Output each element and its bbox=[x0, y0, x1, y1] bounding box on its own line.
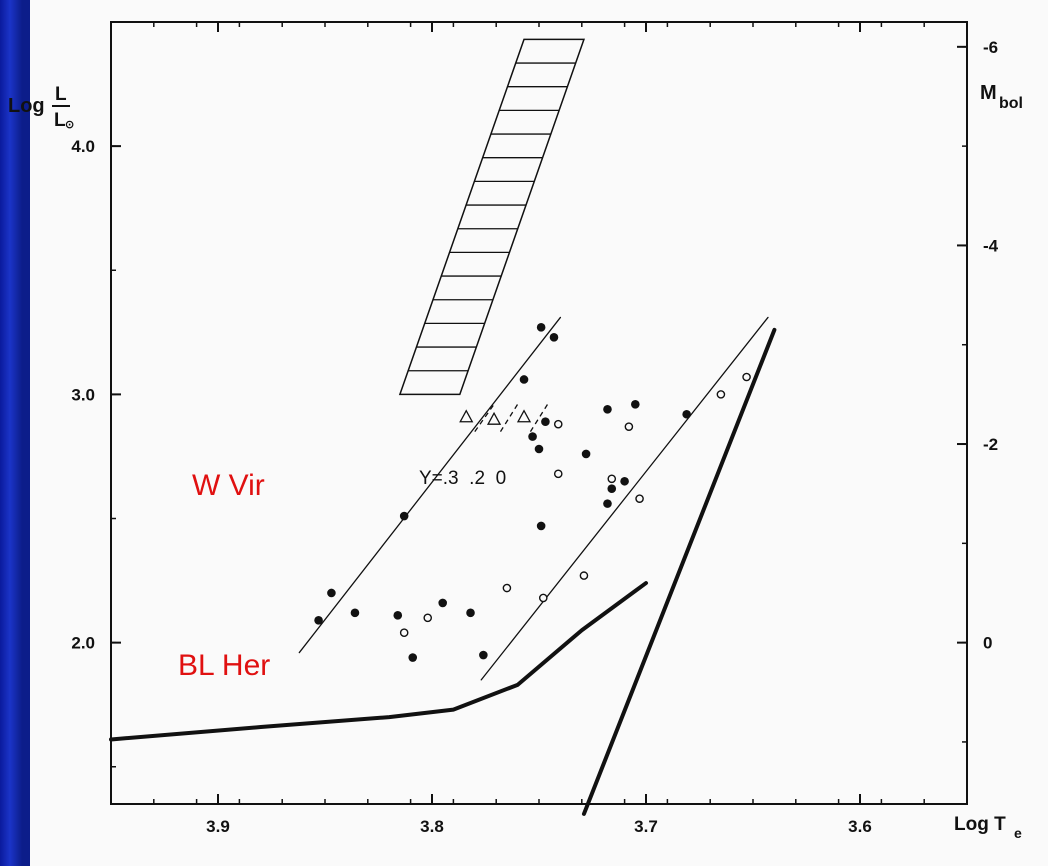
open-point bbox=[624, 422, 634, 431]
y-right-tick-label: -2 bbox=[983, 435, 998, 454]
filled-point bbox=[350, 608, 360, 618]
filled-point bbox=[399, 511, 409, 521]
y-axis-right-title: M bbox=[980, 82, 997, 104]
open-point bbox=[607, 474, 617, 484]
filled-point bbox=[479, 650, 488, 660]
strip-outline bbox=[398, 38, 585, 396]
open-point bbox=[553, 419, 563, 429]
x-axis-title: Log T bbox=[954, 814, 1006, 835]
filled-point bbox=[603, 499, 612, 508]
blue-edge-line bbox=[298, 316, 562, 654]
y-right-tick-label: 0 bbox=[983, 634, 992, 653]
y-left-tick-label: 2.0 bbox=[71, 634, 95, 653]
y-axis-left-denominator-sub: ⊙ bbox=[65, 119, 74, 131]
open-point bbox=[635, 494, 644, 503]
data-points bbox=[314, 323, 751, 662]
giant-branch-line bbox=[581, 327, 777, 816]
x-tick-label: 3.8 bbox=[420, 817, 444, 836]
filled-point bbox=[536, 521, 546, 531]
open-point bbox=[716, 390, 726, 399]
w-vir-label: W Vir bbox=[192, 469, 265, 502]
filled-point bbox=[528, 432, 537, 441]
filled-point bbox=[519, 375, 529, 384]
y-left-tick-label: 4.0 bbox=[71, 137, 95, 156]
x-tick-label: 3.7 bbox=[634, 817, 658, 836]
open-point bbox=[579, 571, 589, 580]
open-point bbox=[742, 372, 751, 382]
dashed-segment bbox=[474, 403, 495, 432]
filled-point bbox=[603, 404, 612, 414]
x-axis-title-sub: e bbox=[1014, 825, 1022, 841]
dashed-segment bbox=[499, 403, 519, 432]
filled-point bbox=[549, 332, 559, 342]
y-axis-right-title-sub: bol bbox=[999, 95, 1023, 112]
x-tick-label: 3.6 bbox=[848, 817, 872, 836]
bl-her-label: BL Her bbox=[178, 649, 270, 682]
open-point bbox=[399, 628, 409, 638]
triangle-point bbox=[486, 411, 502, 425]
filled-point bbox=[534, 444, 544, 454]
helium-abundance-label: Y=.3 .2 0 bbox=[419, 468, 506, 489]
filled-point bbox=[327, 588, 336, 598]
filled-point bbox=[631, 400, 640, 409]
red-edge-line bbox=[480, 316, 769, 681]
filled-point bbox=[541, 417, 550, 426]
y-left-tick-label: 3.0 bbox=[71, 385, 95, 404]
x-tick-label: 3.9 bbox=[206, 817, 230, 836]
triangle-point bbox=[516, 409, 532, 423]
filled-point bbox=[314, 615, 323, 625]
y-right-tick-label: -4 bbox=[983, 236, 999, 255]
filled-point bbox=[620, 476, 629, 486]
plot-frame bbox=[110, 21, 968, 805]
filled-point bbox=[607, 484, 617, 494]
y-right-tick-label: -6 bbox=[983, 38, 998, 57]
y-axis-left-denominator: L bbox=[54, 110, 66, 131]
filled-point bbox=[393, 611, 403, 620]
filled-point bbox=[438, 598, 448, 608]
filled-point bbox=[466, 608, 475, 618]
axis-ticks: 3.9 3.8 3.7 3.6 2.0 3.0 4.0 0 -2 -4 -6 bbox=[71, 21, 999, 836]
filled-point bbox=[536, 323, 546, 332]
open-point bbox=[553, 469, 563, 479]
filled-point bbox=[581, 449, 591, 459]
y-axis-left-title: Log bbox=[8, 95, 45, 117]
open-point bbox=[538, 593, 548, 603]
filled-point bbox=[682, 409, 691, 419]
y-axis-left-numerator: L bbox=[55, 84, 67, 105]
hb-curve-line bbox=[109, 581, 648, 742]
instability-strip bbox=[398, 38, 585, 396]
chart-lines bbox=[109, 316, 777, 816]
open-point bbox=[423, 613, 433, 623]
filled-point bbox=[408, 653, 418, 662]
triangle-point bbox=[459, 409, 474, 423]
open-point bbox=[502, 583, 512, 593]
